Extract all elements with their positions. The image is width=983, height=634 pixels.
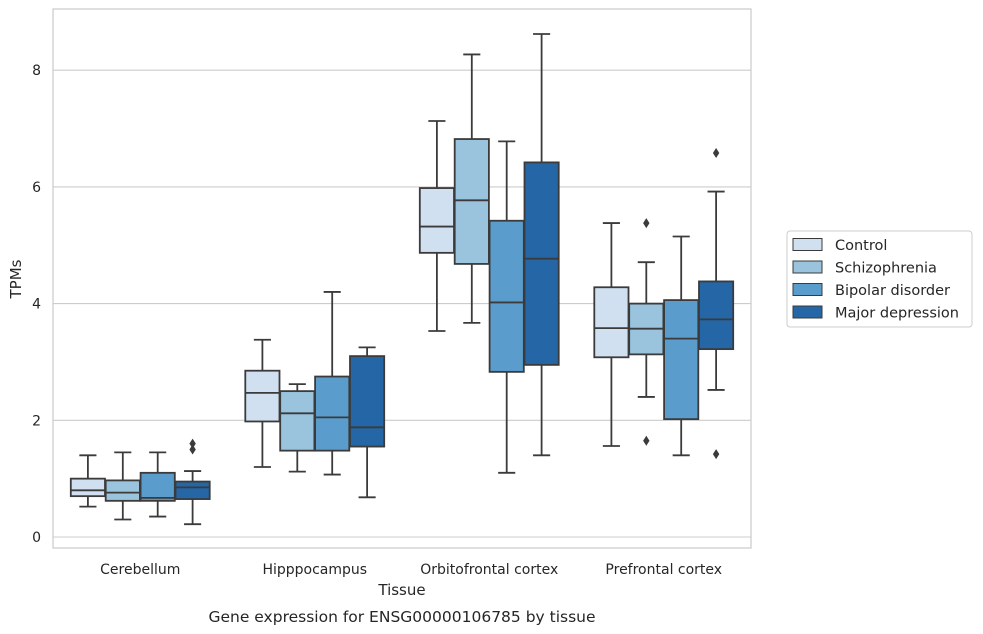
box-iqr [139,471,176,502]
box-iqr [279,390,316,452]
y-tick-label: 2 [32,413,41,429]
box-iqr [69,477,106,498]
outlier-point [643,218,650,229]
box-iqr [174,480,211,500]
legend-swatch [792,238,823,251]
box [523,33,560,457]
y-tick-label: 6 [32,180,41,196]
x-tick-label: Prefrontal cortex [605,562,722,578]
plot-background [53,9,751,548]
box [453,53,490,324]
legend-label: Bipolar disorder [835,283,950,299]
legend-swatch [792,260,823,274]
y-tick-label: 4 [32,297,41,313]
legend-item: Control [792,238,887,254]
box [663,235,700,457]
box [593,222,630,447]
outlier-point [189,438,196,449]
legend-item: Bipolar disorder [792,283,950,299]
box-iqr [104,479,141,502]
box-iqr [523,161,560,366]
y-tick-label: 0 [32,530,41,546]
box-iqr [663,299,700,421]
box [698,148,735,460]
box [314,291,351,476]
box-iqr [698,280,735,351]
box-iqr [453,138,490,265]
box [69,454,106,508]
box-iqr [488,219,525,373]
y-tick-labels: 0 2 4 6 8 [32,63,41,546]
legend-swatch [792,283,823,296]
legend-frame [786,230,973,328]
plot-frame [52,8,752,549]
outlier-point [712,148,720,159]
legend-item: Major depression [792,305,959,322]
series-bipolar-disorder [139,140,700,518]
box-series-group [69,33,735,526]
box-iqr [593,286,630,359]
box [418,120,455,332]
series-control [69,120,630,508]
legend-items: Control Schizophrenia Bipolar disorder Majo… [792,238,959,322]
box [104,451,141,521]
y-axis-label: TPMs [7,259,25,299]
outlier-point [189,444,196,455]
box [488,140,525,474]
legend: Control Schizophrenia Bipolar disorder Majo… [786,230,973,328]
x-axis-label: Tissue [377,581,425,599]
legend-label: Major depression [835,306,959,322]
box [628,218,665,446]
box-iqr [244,369,281,423]
series-schizophrenia [104,53,665,521]
box-iqr [349,355,386,448]
x-tick-label: Orbitofrontal cortex [420,562,558,578]
legend-label: Control [835,238,887,254]
box [174,438,211,526]
outlier-point [643,435,650,446]
x-tick-labels: Cerebellum Hipppocampus Orbitofrontal cort… [100,562,722,578]
series-major-depression [174,33,735,526]
y-tick-label: 8 [32,63,41,79]
box [279,383,316,473]
box-iqr [314,375,351,452]
outlier-point [712,449,720,460]
legend-swatch [792,305,823,319]
box [349,346,386,499]
x-tick-label: Cerebellum [100,562,180,578]
legend-label: Schizophrenia [835,261,937,277]
x-tick-label: Hipppocampus [262,562,367,578]
chart-caption: Gene expression for ENSG00000106785 by t… [208,608,595,626]
box [244,338,281,468]
legend-item: Schizophrenia [792,260,937,277]
box-iqr [418,187,455,254]
